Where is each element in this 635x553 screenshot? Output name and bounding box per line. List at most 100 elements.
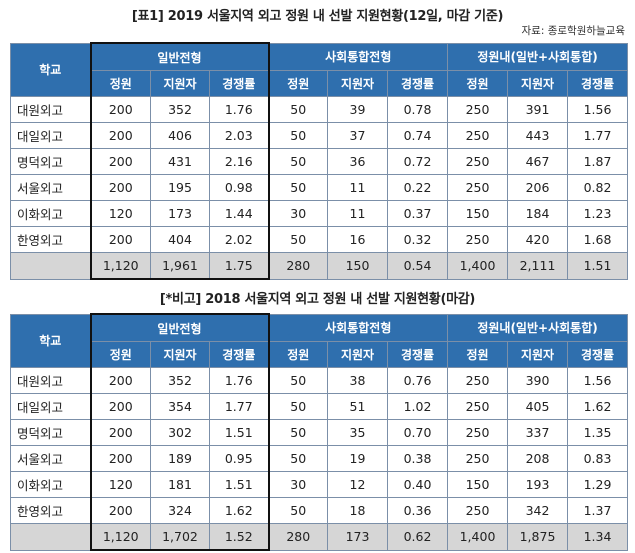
header-group-0: 일반전형 — [89, 42, 270, 71]
cell-value: 206 — [507, 174, 569, 201]
cell-value: 2.16 — [209, 148, 270, 175]
cell-value: 0.70 — [386, 419, 449, 446]
total-value: 280 — [268, 252, 328, 280]
header-sub-4: 지원자 — [327, 70, 388, 97]
cell-value: 200 — [89, 148, 151, 175]
cell-value: 1.23 — [567, 200, 629, 227]
cell-value: 0.72 — [386, 148, 449, 175]
header-school: 학교 — [10, 313, 91, 368]
cell-value: 1.68 — [567, 226, 629, 253]
cell-value: 11 — [327, 174, 388, 201]
total-value: 1,120 — [89, 252, 151, 280]
cell-value: 1.77 — [209, 393, 270, 420]
header-sub-3: 정원 — [268, 341, 328, 368]
cell-value: 0.98 — [209, 174, 270, 201]
table-row: 명덕외고 200 431 2.16 50 36 0.72 250 467 1.87 — [10, 148, 629, 175]
cell-value: 250 — [447, 497, 509, 524]
header-group-1: 사회통합전형 — [267, 42, 449, 71]
school-name: 이화외고 — [10, 471, 91, 498]
cell-value: 1.51 — [209, 471, 270, 498]
cell-value: 16 — [327, 226, 388, 253]
cell-value: 342 — [507, 497, 569, 524]
total-value: 1.75 — [209, 252, 270, 280]
cell-value: 51 — [327, 393, 388, 420]
cell-value: 352 — [150, 96, 210, 123]
cell-value: 1.77 — [567, 122, 629, 149]
total-value: 0.54 — [386, 252, 449, 280]
header-row-sub: 정원 지원자 경쟁률 정원 지원자 경쟁률 정원 지원자 경쟁률 — [11, 70, 629, 97]
total-value: 1,961 — [150, 252, 210, 280]
cell-value: 250 — [447, 419, 509, 446]
cell-value: 150 — [447, 471, 509, 498]
header-sub-8: 경쟁률 — [567, 70, 629, 97]
cell-value: 50 — [268, 122, 328, 149]
table-row: 대원외고 200 352 1.76 50 39 0.78 250 391 1.56 — [10, 96, 629, 123]
cell-value: 36 — [327, 148, 388, 175]
total-value — [10, 523, 91, 551]
table-row: 명덕외고 200 302 1.51 50 35 0.70 250 337 1.35 — [10, 419, 629, 446]
total-value: 173 — [327, 523, 388, 551]
cell-value: 200 — [89, 174, 151, 201]
header-sub-2: 경쟁률 — [209, 341, 270, 368]
cell-value: 0.76 — [386, 367, 449, 394]
cell-value: 50 — [268, 96, 328, 123]
cell-value: 1.87 — [567, 148, 629, 175]
cell-value: 0.38 — [386, 445, 449, 472]
cell-value: 30 — [268, 471, 328, 498]
cell-value: 50 — [268, 445, 328, 472]
cell-value: 19 — [327, 445, 388, 472]
cell-value: 2.03 — [209, 122, 270, 149]
table1: 학교 일반전형 사회통합전형 정원내(일반+사회통합) 정원 지원자 경쟁률 정원 지원자 경쟁률… — [10, 42, 629, 280]
cell-value: 195 — [150, 174, 210, 201]
cell-value: 0.82 — [567, 174, 629, 201]
header-sub-3: 정원 — [268, 70, 328, 97]
header-sub-5: 경쟁률 — [386, 70, 449, 97]
cell-value: 200 — [89, 226, 151, 253]
table-row: 대원외고 200 352 1.76 50 38 0.76 250 390 1.56 — [10, 367, 629, 394]
source-note: 자료: 종로학원하늘교육 — [521, 25, 625, 37]
cell-value: 250 — [447, 226, 509, 253]
header-sub-0: 정원 — [89, 341, 151, 368]
cell-value: 35 — [327, 419, 388, 446]
school-name: 대원외고 — [10, 96, 91, 123]
total-value: 150 — [327, 252, 388, 280]
cell-value: 184 — [507, 200, 569, 227]
cell-value: 1.44 — [209, 200, 270, 227]
table-row: 서울외고 200 189 0.95 50 19 0.38 250 208 0.83 — [10, 445, 629, 472]
cell-value: 0.74 — [386, 122, 449, 149]
cell-value: 405 — [507, 393, 569, 420]
school-name: 서울외고 — [10, 445, 91, 472]
cell-value: 467 — [507, 148, 569, 175]
cell-value: 352 — [150, 367, 210, 394]
cell-value: 250 — [447, 96, 509, 123]
cell-value: 120 — [89, 471, 151, 498]
cell-value: 337 — [507, 419, 569, 446]
cell-value: 1.56 — [567, 96, 629, 123]
cell-value: 324 — [150, 497, 210, 524]
cell-value: 12 — [327, 471, 388, 498]
total-value: 1.52 — [209, 523, 270, 551]
cell-value: 39 — [327, 96, 388, 123]
total-value — [10, 252, 91, 280]
table-row: 대일외고 200 354 1.77 50 51 1.02 250 405 1.62 — [10, 393, 629, 420]
cell-value: 431 — [150, 148, 210, 175]
cell-value: 50 — [268, 419, 328, 446]
cell-value: 0.37 — [386, 200, 449, 227]
header-sub-4: 지원자 — [327, 341, 388, 368]
school-name: 서울외고 — [10, 174, 91, 201]
total-value: 1,400 — [447, 252, 509, 280]
header-row-groups: 학교 일반전형 사회통합전형 정원내(일반+사회통합) — [10, 42, 629, 97]
cell-value: 0.36 — [386, 497, 449, 524]
cell-value: 1.02 — [386, 393, 449, 420]
cell-value: 250 — [447, 122, 509, 149]
total-value: 1,400 — [447, 523, 509, 551]
header-group-1: 사회통합전형 — [267, 313, 449, 342]
header-group-2: 정원내(일반+사회통합) — [447, 42, 629, 71]
cell-value: 250 — [447, 445, 509, 472]
total-value: 0.62 — [386, 523, 449, 551]
cell-value: 1.51 — [209, 419, 270, 446]
header-sub-1: 지원자 — [150, 341, 210, 368]
cell-value: 1.56 — [567, 367, 629, 394]
total-value: 1,875 — [507, 523, 569, 551]
cell-value: 390 — [507, 367, 569, 394]
